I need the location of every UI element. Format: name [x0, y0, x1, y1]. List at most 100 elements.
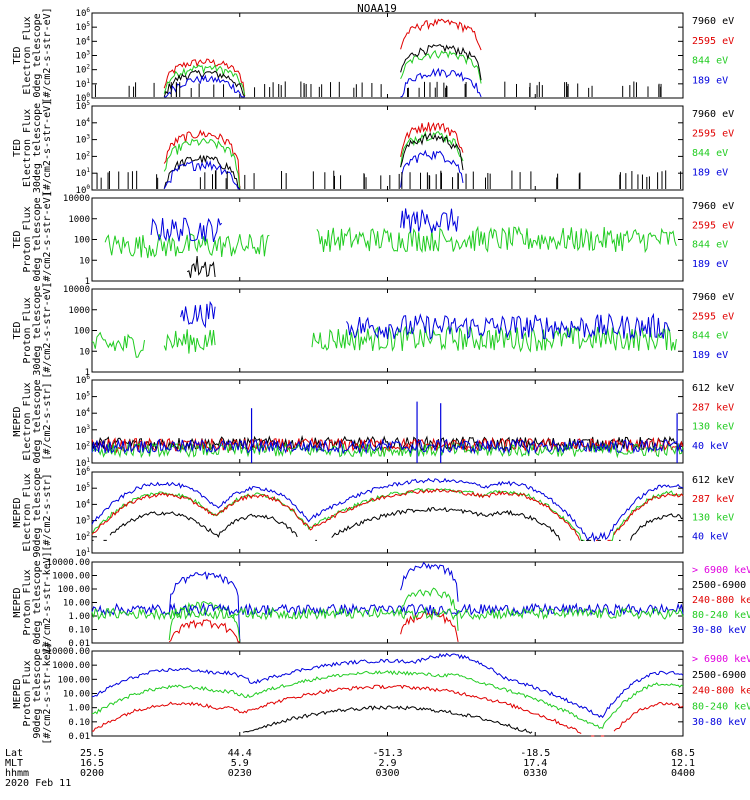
footer-label-mlt: MLT — [5, 758, 23, 769]
y-tick-label: 1000 — [68, 215, 90, 225]
y-axis-label: 30deg telescope — [32, 103, 43, 193]
y-tick-label: 1 — [85, 368, 90, 378]
y-tick-label: 106 — [76, 7, 91, 19]
legend-entry: 612 keV — [692, 383, 734, 394]
y-axis-label: [#/cm2-s-str-eV] — [42, 7, 53, 103]
footer-label-lat: Lat — [5, 748, 23, 759]
panel-4: 1 10 100 1000 10000 TED Proton Flux 30deg teles… — [12, 282, 734, 378]
segment-black — [186, 255, 216, 278]
noise-green — [91, 606, 684, 621]
x-tick-label-mlt: 17.4 — [523, 758, 547, 769]
x-tick-label-mlt: 5.9 — [231, 758, 249, 769]
legend-entry: 844 eV — [692, 331, 728, 342]
legend-entry: 7960 eV — [692, 201, 734, 212]
legend-entry: 240-800 keV — [692, 686, 750, 697]
legend-entry: 287 keV — [692, 494, 734, 505]
y-axis-label: Proton Flux — [22, 569, 33, 635]
plot-title: NOAA19 — [357, 2, 397, 15]
y-tick-label: 100 — [74, 327, 90, 337]
y-tick-label: 104 — [76, 498, 91, 510]
y-axis-label: MEPED — [12, 587, 23, 617]
y-tick-label: 105 — [76, 482, 91, 494]
x-tick-label-mlt: 16.5 — [80, 758, 104, 769]
y-tick-label: 1 — [85, 277, 90, 287]
y-axis-label: Proton Flux — [22, 660, 33, 726]
y-tick-label: 106 — [76, 466, 91, 478]
panel-3: 1 10 100 1000 10000 TED Proton Flux 0deg telesc… — [12, 191, 734, 287]
y-tick-label: 101 — [76, 167, 91, 179]
segment-green — [316, 225, 677, 254]
y-axis-label: Proton Flux — [22, 297, 33, 363]
y-tick-label: 103 — [76, 424, 91, 436]
y-axis-label: Electron Flux — [22, 473, 33, 551]
legend-entry: 189 eV — [692, 75, 728, 86]
x-tick-label-lat: -18.5 — [520, 748, 550, 759]
burst-green — [400, 130, 464, 168]
y-tick-label: 10000 — [63, 285, 90, 295]
y-tick-label: 102 — [76, 150, 91, 162]
burst-blue — [164, 74, 245, 98]
peak-series-green — [91, 670, 684, 729]
peak-series-black — [93, 705, 682, 737]
burst-green — [163, 64, 246, 96]
y-axis-label: TED — [12, 230, 23, 248]
y-axis-label: 0deg telescope — [32, 379, 43, 463]
y-tick-label: 103 — [76, 134, 91, 146]
y-tick-label: 1000.00 — [52, 572, 90, 582]
panel-7: 0.01 0.10 1.00 10.00 100.00 1000.00 10000.00 ME… — [12, 551, 750, 653]
panel-frame — [91, 650, 684, 737]
x-tick-label-mlt: 12.1 — [671, 758, 695, 769]
y-tick-label: 103 — [76, 515, 91, 527]
legend-entry: 2595 eV — [692, 36, 734, 47]
burst-red — [400, 18, 482, 51]
burst-black — [163, 69, 246, 98]
y-axis-label: 90deg telescope — [32, 467, 43, 557]
legend-entry: 844 eV — [692, 56, 728, 67]
burst-blue — [168, 571, 241, 642]
legend-entry: 40 keV — [692, 441, 728, 452]
y-tick-label: 0.01 — [68, 732, 90, 742]
y-axis-label: Electron Flux — [22, 382, 33, 460]
legend-entry: 2595 eV — [692, 311, 734, 322]
y-tick-label: 105 — [76, 391, 91, 403]
y-tick-label: 102 — [76, 440, 91, 452]
legend-entry: 240-800 keV — [692, 595, 750, 606]
y-tick-label: 100.00 — [57, 585, 90, 595]
legend-entry: > 6900 keV — [692, 565, 750, 576]
y-axis-label: [#/cm2-s-str] — [42, 473, 53, 551]
x-tick-label-hhmm: 0230 — [228, 768, 252, 779]
x-tick-label-hhmm: 0300 — [375, 768, 399, 779]
y-axis-label: [#/cm2-s-str-keV] — [42, 551, 53, 653]
y-axis-label: [#/cm2-s-str-keV] — [42, 642, 53, 744]
x-tick-label-lat: 44.4 — [228, 748, 252, 759]
peak-series-blue — [91, 652, 684, 719]
x-tick-label-lat: -51.3 — [372, 748, 402, 759]
y-axis-label: TED — [12, 321, 23, 339]
y-axis-label: [#/cm2-s-str-eV] — [42, 100, 53, 196]
y-tick-label: 106 — [76, 374, 91, 386]
y-tick-label: 103 — [76, 50, 91, 62]
y-tick-label: 10000.00 — [47, 647, 90, 657]
legend-entry: 30-80 keV — [692, 625, 746, 636]
segment-blue — [400, 208, 459, 233]
legend-entry: 130 keV — [692, 513, 734, 524]
y-axis-label: 30deg telescope — [32, 285, 43, 375]
legend-entry: 40 keV — [692, 531, 728, 542]
legend-entry: 30-80 keV — [692, 717, 746, 728]
panel-frame — [91, 561, 684, 644]
segment-blue — [150, 217, 223, 243]
panel-frame — [91, 197, 684, 282]
legend-entry: 7960 eV — [692, 292, 734, 303]
y-tick-label: 10000.00 — [47, 558, 90, 568]
legend-entry: 2500-6900 — [692, 580, 746, 591]
segment-blue — [346, 312, 671, 341]
peak-series-black — [92, 506, 684, 541]
y-tick-label: 104 — [76, 35, 91, 47]
y-tick-label: 105 — [76, 21, 91, 33]
y-tick-label: 1.00 — [68, 704, 90, 714]
y-axis-label: Proton Flux — [22, 206, 33, 272]
y-tick-label: 105 — [76, 100, 91, 112]
burst-red — [400, 122, 464, 158]
y-tick-label: 0.01 — [68, 639, 90, 649]
